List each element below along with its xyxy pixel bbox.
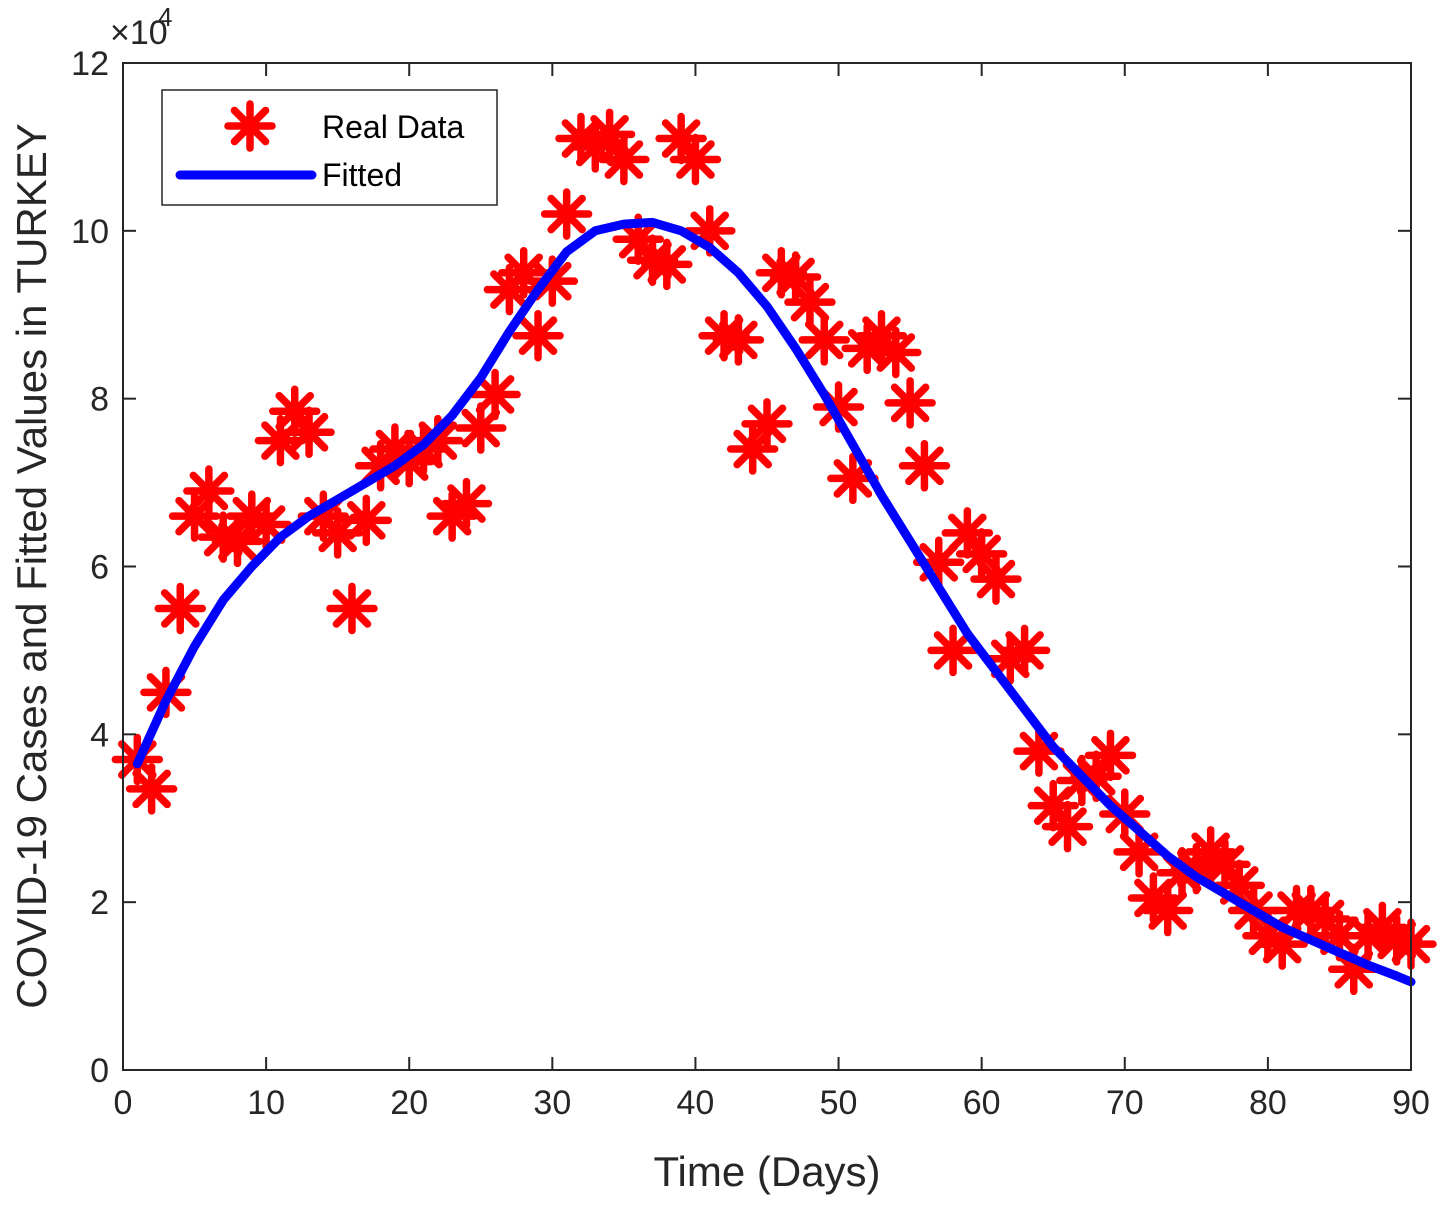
asterisk-marker (283, 406, 335, 458)
x-tick-label: 70 (1106, 1084, 1144, 1122)
x-tick-label: 0 (114, 1084, 133, 1122)
x-tick-label: 50 (820, 1084, 858, 1122)
asterisk-marker (326, 582, 378, 635)
asterisk-marker (540, 188, 593, 240)
asterisk-marker (224, 100, 276, 152)
y-tick-label: 12 (71, 45, 109, 83)
asterisk-marker (125, 763, 178, 815)
y-tick-label: 4 (90, 716, 109, 754)
x-tick-label: 80 (1249, 1084, 1287, 1122)
asterisk-marker (1041, 800, 1094, 853)
x-tick-label: 20 (390, 1084, 428, 1122)
axis-ticks (122, 62, 1412, 1071)
x-tick-label: 60 (963, 1084, 1001, 1122)
asterisk-marker (1313, 909, 1366, 962)
x-axis-label: Time (Days) (653, 1148, 880, 1195)
asterisk-marker (998, 624, 1051, 677)
real-data-series (111, 108, 1437, 996)
y-axis-exponent: ×10 4 (110, 2, 172, 52)
asterisk-marker (1256, 918, 1308, 970)
asterisk-marker (712, 314, 765, 366)
asterisk-marker (741, 398, 793, 450)
y-tick-label: 10 (71, 213, 109, 251)
asterisk-marker (798, 314, 850, 366)
asterisk-marker (455, 402, 507, 454)
axes-box (122, 62, 1412, 1071)
asterisk-marker (927, 624, 979, 677)
x-tick-label: 40 (677, 1084, 715, 1122)
y-tick-label: 2 (90, 884, 109, 922)
asterisk-marker (970, 553, 1022, 605)
asterisk-marker (641, 238, 693, 291)
asterisk-marker (884, 377, 936, 429)
asterisk-marker (598, 133, 650, 186)
fitted-line (132, 217, 1416, 987)
y-tick-labels: 0 2 4 6 8 10 12 (71, 45, 109, 1090)
asterisk-marker (669, 133, 722, 186)
asterisk-marker (340, 494, 393, 547)
x-tick-label: 10 (247, 1084, 285, 1122)
plot-area: 0 10 20 30 40 50 60 70 80 90 0 2 4 6 8 10 12 (71, 45, 1437, 1122)
asterisk-marker (1084, 729, 1137, 782)
asterisk-marker (469, 368, 521, 421)
asterisk-marker (898, 440, 951, 492)
legend-label-real-data: Real Data (322, 109, 465, 145)
asterisk-marker (512, 309, 564, 362)
y-axis-label: COVID-19 Cases and Fitted Values in TURK… (8, 123, 55, 1009)
asterisk-marker (870, 326, 922, 379)
asterisk-marker (1141, 884, 1194, 937)
asterisk-marker (784, 276, 836, 328)
y-tick-label: 8 (90, 381, 109, 419)
asterisk-marker (183, 465, 235, 517)
legend: Real Data Fitted (161, 89, 498, 206)
asterisk-marker (440, 477, 493, 530)
y-tick-label: 6 (90, 549, 109, 587)
asterisk-marker (154, 582, 206, 635)
x-tick-label: 90 (1392, 1084, 1430, 1122)
y-axis-exponent-power: 4 (158, 2, 172, 32)
legend-label-fitted: Fitted (322, 157, 402, 193)
y-tick-label: 0 (90, 1052, 109, 1090)
x-tick-labels: 0 10 20 30 40 50 60 70 80 90 (114, 1084, 1430, 1122)
legend-real-data-marker-icon (224, 100, 276, 152)
x-tick-label: 30 (533, 1084, 571, 1122)
y-axis-exponent-base: ×10 (110, 14, 168, 52)
legend-box (161, 89, 498, 206)
